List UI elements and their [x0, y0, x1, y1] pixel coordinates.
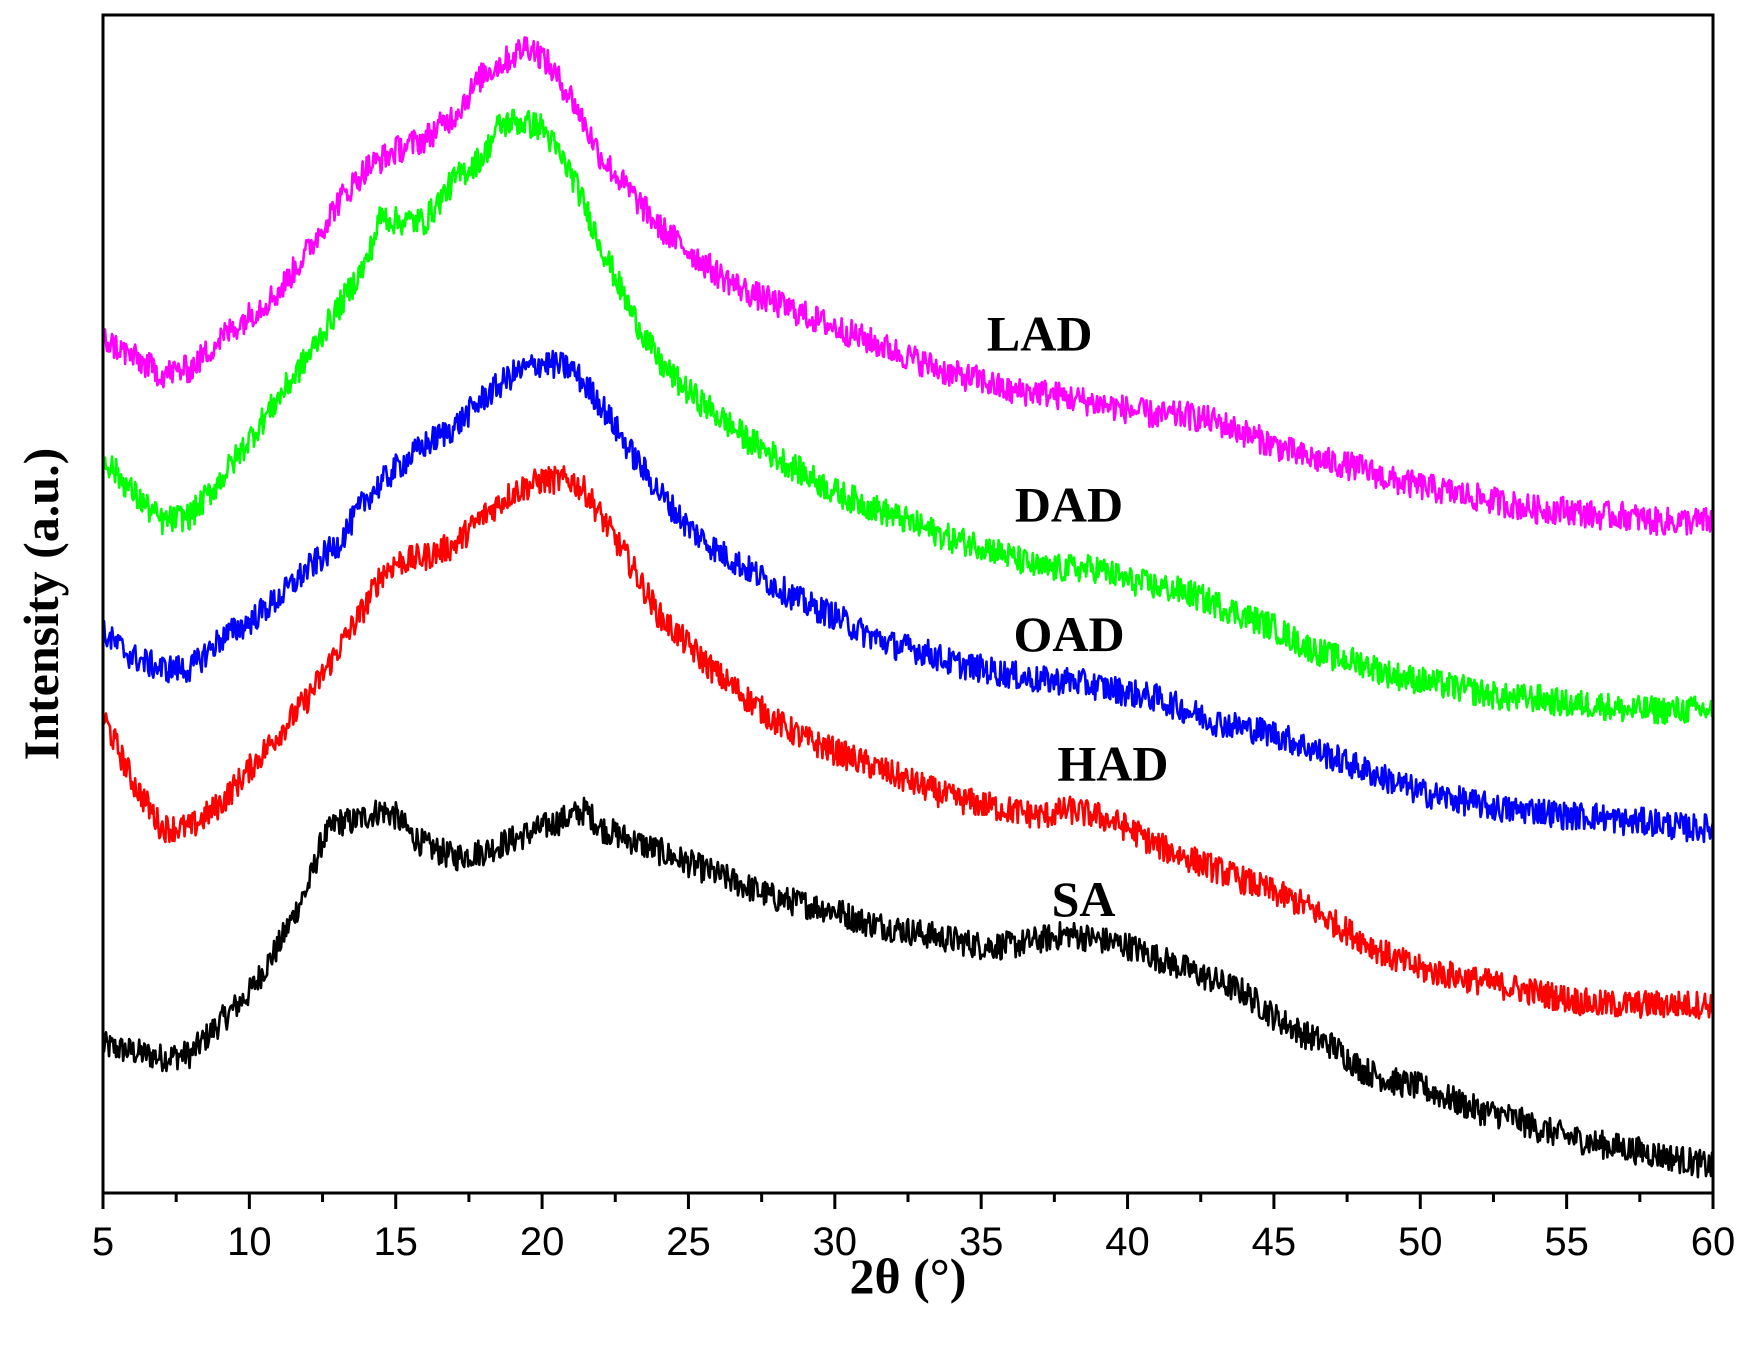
series-group — [101, 36, 1715, 1179]
series-line-lad — [101, 36, 1715, 537]
x-tick-label: 50 — [1398, 1220, 1443, 1264]
series-label-sa: SA — [1052, 871, 1116, 927]
x-tick-label: 55 — [1544, 1220, 1589, 1264]
x-tick-label: 15 — [373, 1220, 418, 1264]
x-tick-label: 40 — [1105, 1220, 1150, 1264]
x-tick-label: 10 — [227, 1220, 272, 1264]
series-label-dad: DAD — [1015, 477, 1123, 533]
y-axis-title: Intensity (a.u.) — [13, 448, 69, 761]
x-tick-label: 5 — [92, 1220, 114, 1264]
x-axis-tick-labels: 5 10 15 20 25 30 35 40 45 50 55 60 — [92, 1220, 1735, 1264]
series-line-oad — [101, 349, 1715, 844]
x-axis-ticks — [101, 1193, 1715, 1209]
x-axis-title: 2θ (°) — [850, 1248, 967, 1304]
x-tick-label: 20 — [520, 1220, 565, 1264]
x-tick-label: 35 — [959, 1220, 1004, 1264]
x-tick-label: 60 — [1691, 1220, 1736, 1264]
series-label-oad: OAD — [1013, 606, 1124, 662]
x-tick-label: 30 — [813, 1220, 858, 1264]
x-tick-label: 25 — [666, 1220, 711, 1264]
series-label-had: HAD — [1057, 736, 1168, 792]
series-label-lad: LAD — [987, 306, 1093, 362]
x-tick-label: 45 — [1252, 1220, 1297, 1264]
series-labels: SA HAD OAD DAD LAD — [987, 306, 1169, 928]
series-line-had — [101, 465, 1715, 1020]
series-line-dad — [101, 108, 1715, 725]
series-line-sa — [101, 796, 1715, 1179]
